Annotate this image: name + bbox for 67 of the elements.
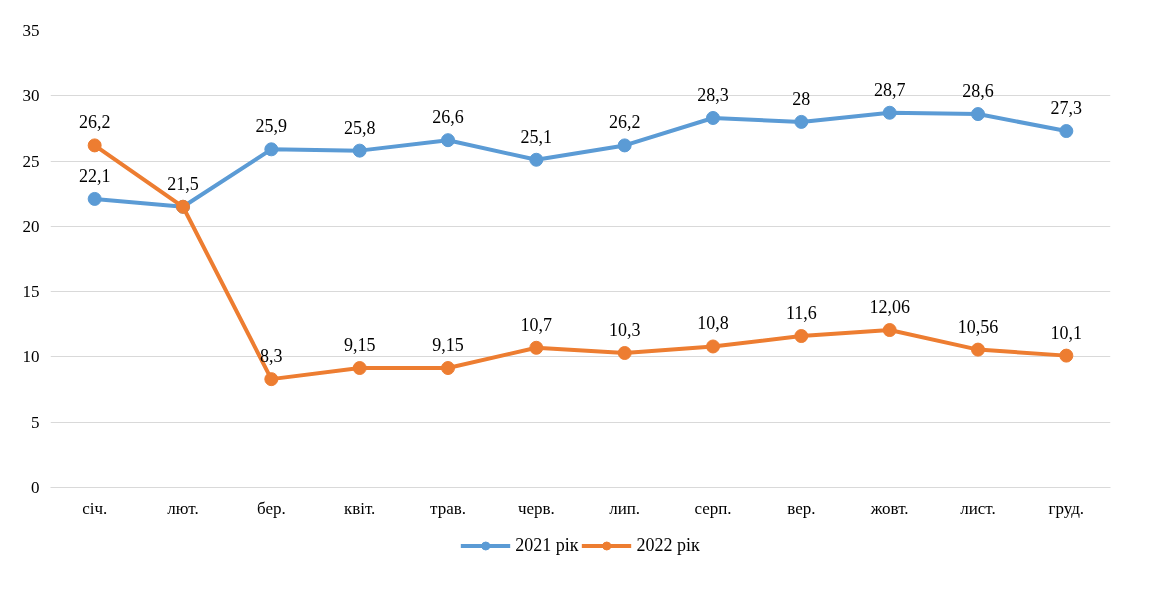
point <box>971 342 985 357</box>
data-label: 28,7 <box>873 79 906 100</box>
data-label: 25,1 <box>520 126 553 147</box>
data-label: 27,3 <box>1050 98 1083 119</box>
data-label: 22,1 <box>78 165 111 186</box>
y-tick-label: 5 <box>31 412 40 432</box>
x-tick-label: бер. <box>256 498 286 518</box>
y-tick-label: 25 <box>22 151 40 171</box>
point <box>87 138 102 153</box>
data-label: 12,06 <box>869 297 910 318</box>
x-tick-label: лип. <box>609 498 641 518</box>
legend-label: 2022 рік <box>636 534 700 556</box>
point <box>794 114 809 129</box>
data-label: 10,56 <box>957 316 999 337</box>
y-tick-label: 35 <box>22 21 40 40</box>
point <box>882 105 897 120</box>
point <box>971 107 985 122</box>
x-tick-label: лист. <box>960 498 996 518</box>
data-label: 10,7 <box>520 314 553 335</box>
legend-label: 2021 рік <box>515 534 579 556</box>
point <box>87 191 102 206</box>
data-label: 26,2 <box>608 112 641 133</box>
data-label: 10,3 <box>608 320 641 341</box>
data-label: 10,8 <box>697 313 729 334</box>
data-label: 8,3 <box>260 346 283 367</box>
point <box>882 323 897 338</box>
point <box>352 361 367 376</box>
point <box>794 329 809 344</box>
x-tick-label: жовт. <box>869 498 909 518</box>
point <box>706 111 720 125</box>
point <box>617 346 632 360</box>
point <box>706 339 720 354</box>
point <box>617 138 632 153</box>
point <box>1059 124 1074 139</box>
data-label: 25,8 <box>343 117 376 138</box>
point <box>441 133 455 148</box>
point <box>264 142 279 157</box>
data-label: 26,2 <box>78 112 111 133</box>
data-label: 9,15 <box>432 335 464 356</box>
x-tick-label: лют. <box>167 498 199 518</box>
y-tick-label: 0 <box>31 478 40 497</box>
data-label: 9,15 <box>343 335 376 356</box>
data-label: 11,6 <box>785 303 817 324</box>
point <box>1059 348 1074 363</box>
y-tick-label: 20 <box>22 216 40 236</box>
data-label: 28,3 <box>697 84 729 105</box>
data-label: 21,5 <box>167 173 199 194</box>
y-tick-label: 10 <box>22 347 40 367</box>
data-label: 26,6 <box>432 107 464 128</box>
x-tick-label: груд. <box>1048 498 1085 518</box>
y-tick-label: 30 <box>22 86 40 106</box>
data-label: 25,9 <box>255 116 288 137</box>
x-tick-label: вер. <box>787 498 816 518</box>
data-label: 28,6 <box>962 81 994 102</box>
x-tick-label: квіт. <box>343 498 376 518</box>
x-tick-label: серп. <box>694 498 732 518</box>
data-label: 28 <box>792 88 811 109</box>
point <box>352 143 367 158</box>
y-tick-label: 15 <box>22 282 40 302</box>
x-tick-label: трав. <box>430 498 466 518</box>
x-tick-label: черв. <box>517 498 555 518</box>
point <box>529 340 544 355</box>
x-tick-label: січ. <box>82 498 108 518</box>
point <box>441 361 455 376</box>
point <box>264 372 279 387</box>
data-label: 10,1 <box>1050 322 1083 343</box>
point <box>529 152 544 167</box>
